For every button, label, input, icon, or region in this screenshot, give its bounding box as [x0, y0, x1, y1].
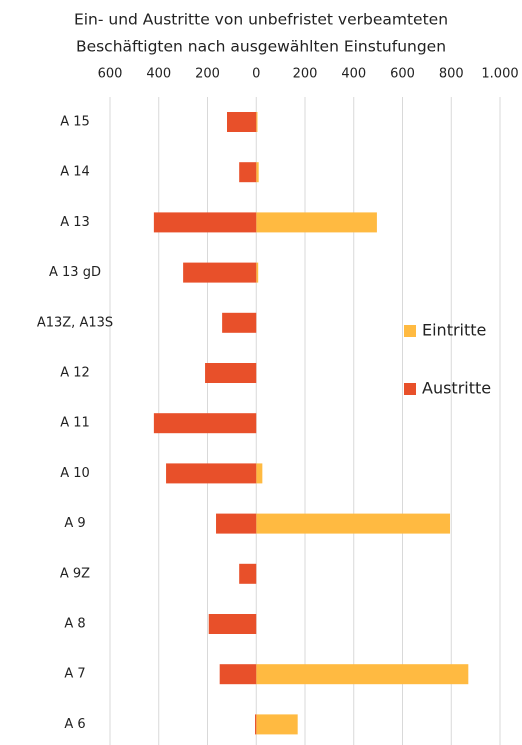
bar [183, 262, 257, 283]
bar [256, 664, 469, 685]
bar [256, 513, 451, 534]
bar [153, 212, 257, 233]
bar [239, 563, 257, 584]
y-tick-label: A 12 [60, 366, 90, 381]
y-tick-label: A 15 [60, 115, 90, 130]
x-tick-label: 600 [98, 67, 123, 82]
bar [256, 463, 263, 484]
bar [256, 162, 259, 183]
y-tick-label: A 7 [64, 667, 85, 682]
bar [256, 714, 298, 735]
bar [255, 714, 257, 735]
legend-label: Eintritte [422, 321, 486, 340]
bar [256, 112, 258, 132]
y-tick-label: A 6 [64, 717, 85, 732]
y-tick-label: A 11 [60, 416, 90, 431]
x-tick-label: 400 [341, 67, 366, 82]
x-tick-label: 400 [146, 67, 171, 82]
x-tick-label: 0 [252, 67, 260, 82]
y-tick-label: A 9 [64, 516, 85, 531]
legend-label: Austritte [422, 379, 491, 398]
bar [222, 312, 257, 333]
x-tick-label: 200 [195, 67, 220, 82]
bar [166, 463, 257, 484]
bar [239, 162, 257, 183]
bar [219, 664, 257, 685]
y-tick-label: A 13 gD [49, 265, 101, 280]
y-tick-label: A 10 [60, 466, 90, 481]
bar [205, 363, 257, 383]
bar [227, 112, 257, 132]
y-tick-label: A 8 [64, 617, 85, 632]
x-tick-label: 200 [293, 67, 318, 82]
bar [208, 614, 257, 634]
y-tick-label: A 13 [60, 215, 90, 230]
chart-title: Ein- und Austritte von unbefristet verbe… [74, 11, 448, 29]
bar [153, 413, 257, 434]
legend-swatch [404, 383, 416, 395]
y-tick-label: A13Z, A13S [37, 315, 113, 330]
legend-swatch [404, 325, 416, 337]
bar [256, 262, 259, 283]
y-tick-label: A 9Z [60, 566, 90, 581]
bar [256, 212, 377, 233]
x-tick-label: 800 [439, 67, 464, 82]
y-tick-label: A 14 [60, 165, 90, 180]
x-tick-label: 1.000 [481, 67, 518, 82]
bar [216, 513, 257, 534]
x-tick-label: 600 [390, 67, 415, 82]
chart-title: Beschäftigten nach ausgewählten Einstufu… [76, 38, 446, 56]
